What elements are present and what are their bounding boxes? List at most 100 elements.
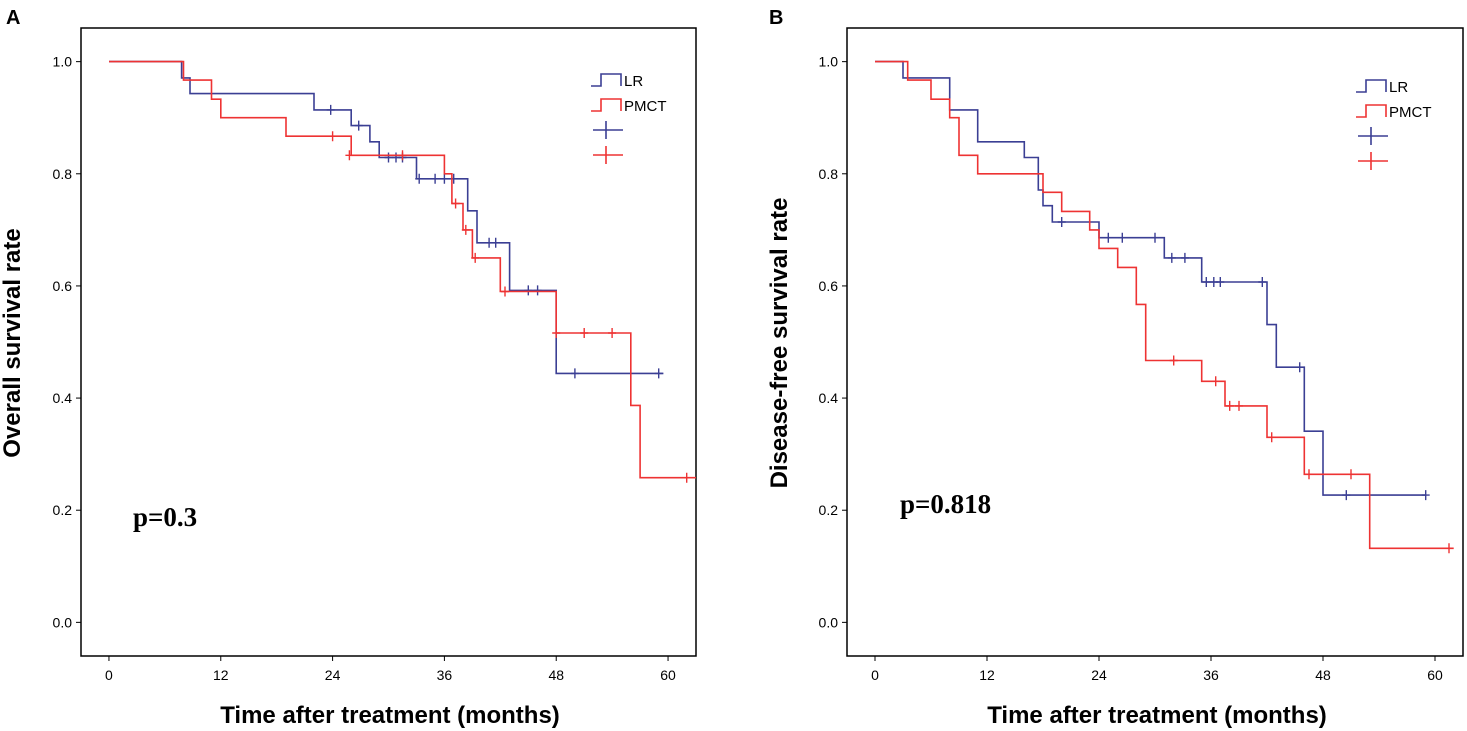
panel-a-plot-frame <box>80 27 697 657</box>
panel-a-label: A <box>6 7 20 29</box>
censor-mark-lr <box>1167 252 1176 263</box>
survival-curve-lr <box>875 60 1426 496</box>
censor-mark-lr <box>1202 277 1211 287</box>
censor-mark-lr <box>1104 232 1113 243</box>
legend-label: PMCT <box>1389 104 1432 121</box>
censor-mark-lr <box>415 173 424 184</box>
censor-mark-pmct <box>1347 469 1355 480</box>
censor-mark-pmct <box>471 252 480 263</box>
y-tick-label: 0.2 <box>819 502 839 518</box>
censor-mark-pmct <box>552 328 561 338</box>
panel-b-label: B <box>769 7 783 29</box>
legend-label: LR <box>624 73 643 90</box>
censor-mark-pmct <box>345 150 354 161</box>
censor-mark-pmct <box>1225 400 1234 411</box>
censor-mark-lr <box>570 368 579 379</box>
y-tick-label: 0.6 <box>53 278 73 294</box>
y-tick-label: 0.8 <box>53 166 73 182</box>
censor-mark-pmct <box>1445 543 1453 554</box>
censor-mark-lr <box>654 368 663 379</box>
x-tick-label: 48 <box>548 667 564 683</box>
legend-line-pmct <box>591 98 622 112</box>
legend-censor-lr <box>593 121 623 139</box>
panel-a-y-axis-title: Overall survival rate <box>0 228 26 457</box>
censor-mark-pmct <box>1235 400 1243 411</box>
censor-mark-pmct <box>1305 469 1313 480</box>
legend-line-lr <box>591 73 622 87</box>
panel-a-legend: LR PMCT <box>591 73 667 164</box>
panel-b-plot-area <box>875 60 1454 554</box>
censor-mark-lr <box>1342 490 1351 501</box>
panel-b-plot-frame <box>846 27 1464 657</box>
censor-mark-pmct <box>682 472 691 483</box>
censor-mark-lr <box>1118 232 1127 243</box>
panel-b: B 0.00.20.40.60.81.0 0 12 24 36 48 60 LRPMCT … <box>766 7 1464 729</box>
censor-mark-pmct <box>451 198 460 209</box>
censor-mark-pmct <box>608 328 617 338</box>
x-tick-label: 60 <box>660 667 676 683</box>
survival-curve-pmct <box>875 60 1454 550</box>
x-tick-label: 60 <box>1427 667 1443 683</box>
y-tick-label: 1.0 <box>53 54 73 70</box>
x-tick-label: 24 <box>1091 667 1107 683</box>
y-tick-label: 0.4 <box>53 390 73 406</box>
x-tick-label: 0 <box>871 667 879 683</box>
x-tick-label: 36 <box>437 667 453 683</box>
censor-mark-pmct <box>328 131 337 142</box>
panel-b-x-axis-title: Time after treatment (months) <box>987 702 1327 729</box>
x-tick-label: 48 <box>1315 667 1331 683</box>
censor-mark-lr <box>491 237 500 248</box>
survival-curve-lr <box>109 60 664 375</box>
censor-mark-lr <box>1295 362 1304 373</box>
y-tick-label: 0.0 <box>53 614 73 630</box>
x-tick-label: 24 <box>325 667 341 683</box>
censor-mark-lr <box>1421 490 1430 501</box>
x-tick-label: 0 <box>105 667 113 683</box>
panel-a-y-axis: 0.0 0.2 0.4 0.6 0.8 1.0 <box>53 54 81 630</box>
panel-a-x-axis: 0 12 24 36 48 60 <box>105 656 676 683</box>
censor-mark-lr <box>1180 252 1189 263</box>
panel-b-x-axis: 0 12 24 36 48 60 <box>871 656 1443 683</box>
y-tick-label: 0.6 <box>819 278 839 294</box>
legend-label: LR <box>1389 79 1408 96</box>
panel-a-x-axis-title: Time after treatment (months) <box>220 702 560 729</box>
censor-mark-lr <box>440 173 449 184</box>
censor-mark-lr <box>1151 232 1159 243</box>
censor-mark-lr <box>1258 277 1267 287</box>
censor-mark-pmct <box>501 286 509 297</box>
censor-mark-pmct <box>580 328 589 338</box>
panel-b-p-value: p=0.818 <box>900 489 991 519</box>
censor-mark-lr <box>326 104 335 115</box>
y-tick-label: 0.4 <box>819 390 839 406</box>
x-tick-label: 12 <box>213 667 229 683</box>
panel-a-plot-area <box>109 60 696 483</box>
censor-mark-lr <box>384 152 393 163</box>
x-tick-label: 12 <box>979 667 995 683</box>
panel-b-y-axis: 0.0 0.2 0.4 0.6 0.8 1.0 <box>819 54 847 630</box>
censor-mark-lr <box>524 285 533 296</box>
legend-label: PMCT <box>624 98 667 115</box>
y-tick-label: 0.2 <box>53 502 73 518</box>
censor-mark-pmct <box>1169 355 1178 366</box>
legend-censor-lr <box>1358 127 1388 145</box>
panel-b-y-axis-title: Disease-free survival rate <box>766 198 793 489</box>
censor-mark-pmct <box>461 224 470 235</box>
censor-mark-pmct <box>398 150 407 161</box>
censor-mark-lr <box>431 173 440 184</box>
censor-mark-pmct <box>1267 432 1276 443</box>
panel-b-legend: LR PMCT <box>1356 79 1432 170</box>
legend-censor-pmct <box>1358 152 1388 170</box>
censor-mark-lr <box>533 285 542 296</box>
censor-mark-lr <box>1216 277 1225 287</box>
censor-mark-lr <box>354 120 363 131</box>
y-tick-label: 0.8 <box>819 166 839 182</box>
y-tick-label: 0.0 <box>819 614 839 630</box>
y-tick-label: 1.0 <box>819 54 839 70</box>
censor-mark-lr <box>1057 217 1066 227</box>
legend-line-pmct <box>1356 104 1387 118</box>
censor-mark-pmct <box>1211 376 1220 387</box>
x-tick-label: 36 <box>1203 667 1219 683</box>
legend-censor-pmct <box>593 146 623 164</box>
panel-a-p-value: p=0.3 <box>133 502 197 532</box>
